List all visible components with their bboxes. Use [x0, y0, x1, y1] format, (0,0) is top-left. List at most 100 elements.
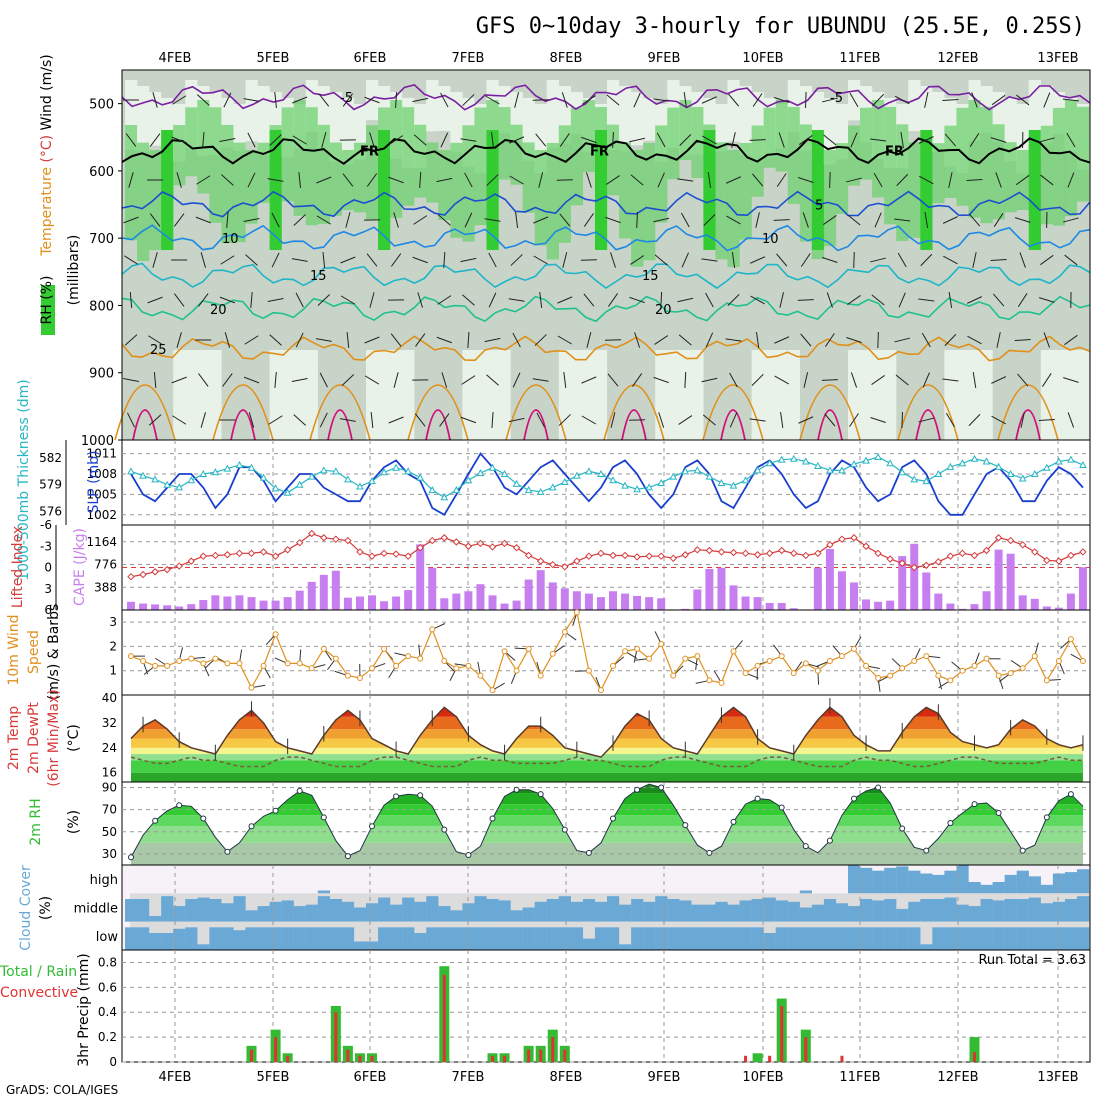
cape-bar: [235, 595, 244, 610]
wind-speed-point: [1079, 658, 1086, 664]
temp-contour: [799, 384, 861, 441]
wind-barb: [339, 418, 356, 422]
wind-barb: [972, 252, 977, 268]
wind-barb: [514, 92, 520, 108]
y-tick-label: 900: [89, 367, 114, 382]
wind-barb: [243, 376, 260, 384]
cloud-bar: [980, 927, 993, 950]
cloud-bar: [474, 896, 487, 922]
wind-speed-point: [814, 667, 821, 674]
wind-barb: [198, 293, 209, 307]
wind-barb: [872, 93, 885, 107]
wind-barb: [606, 94, 620, 106]
thickness-point: [789, 454, 798, 462]
rh-patch: [245, 80, 258, 142]
wind-barb: [562, 252, 568, 268]
cloud-bar: [607, 896, 620, 922]
rh-patch: [293, 350, 306, 440]
wind-barb: [996, 332, 1001, 348]
cloud-bar: [811, 904, 825, 922]
wind-speed-point: [501, 648, 508, 655]
contour-label: 10: [222, 232, 239, 247]
cape-bar: [850, 582, 858, 610]
rh-point: [947, 819, 954, 826]
wind-barb: [825, 333, 835, 347]
temp-bands: [131, 707, 1083, 782]
wind-barb: [678, 415, 693, 425]
wind-barb: [632, 373, 643, 387]
lifted-point: [910, 563, 918, 572]
slp-tick-label: 1008: [86, 467, 117, 481]
cloud-bar: [498, 900, 511, 922]
wind-barb: [703, 213, 716, 227]
rh-point: [995, 809, 1002, 816]
wind-barb: [196, 175, 211, 185]
top-date-label: 6FEB: [354, 51, 387, 66]
wind-barb: [1038, 137, 1055, 143]
thickness-point: [934, 469, 943, 477]
cloud-bar: [956, 904, 969, 922]
cape-bar: [934, 593, 943, 610]
cape-bar: [584, 593, 593, 610]
cloud-bar: [860, 867, 873, 894]
thickness-point: [669, 472, 678, 480]
wind-barb: [341, 374, 355, 386]
wind-barb: [610, 252, 616, 268]
wind-barb: [991, 415, 1006, 425]
cloud-bar: [848, 927, 861, 950]
wind-barb: [798, 416, 814, 424]
cloud-bar: [582, 899, 596, 922]
wind-barb: [293, 414, 306, 426]
temperature-wind-axis-label-part: Wind (m/s): [39, 54, 55, 130]
wind-barb: [509, 136, 525, 144]
wind-barb: [798, 135, 813, 145]
wind-speed-point: [947, 677, 954, 684]
wind-barb: [629, 296, 645, 304]
lifted-point: [211, 551, 220, 560]
thickness-point: [801, 457, 810, 465]
cloud-bar: [944, 870, 957, 894]
wind-barb: [369, 132, 375, 148]
wind-barb: [630, 255, 645, 265]
rh-point: [1019, 847, 1026, 854]
wind-barb: [508, 417, 525, 423]
wind-speed-point: [778, 653, 785, 660]
cape-bar: [958, 608, 967, 610]
wind-barb: [1015, 174, 1030, 186]
wind-barb: [948, 292, 953, 308]
rh-patch: [281, 350, 294, 440]
cape-bar: [705, 568, 714, 610]
thickness-point: [259, 473, 268, 481]
cloud-bar: [125, 927, 138, 950]
wind-barb: [870, 257, 886, 263]
rh-patch: [944, 350, 957, 440]
temp-contour: [121, 335, 1091, 362]
wind-barb: [967, 335, 982, 345]
cloud-cover-panel: high middle low Cloud Cover (%): [18, 864, 1091, 951]
wind-barb: [608, 293, 618, 307]
wind-barb: [653, 376, 669, 384]
wind-speed-point: [718, 679, 725, 686]
rh-point: [176, 802, 183, 809]
lifted-point: [235, 549, 244, 558]
rh-axis-label-2-part: (%): [66, 810, 82, 834]
cloud-bar: [281, 927, 294, 950]
wind-barb: [532, 99, 549, 101]
cloud-bar: [823, 899, 837, 922]
temp-axis-label-4: (°C): [66, 724, 82, 752]
temp-tick-label: 40: [102, 691, 117, 705]
rh-patch: [462, 350, 475, 440]
lifted-point: [693, 546, 702, 554]
rh-point: [561, 826, 568, 833]
cloud-bar: [631, 927, 644, 950]
rh-patch: [691, 350, 704, 440]
cape-bar: [488, 595, 497, 610]
cape-bar: [127, 601, 135, 610]
top-date-label: 11FEB: [839, 51, 880, 66]
wind-barb: [822, 257, 838, 263]
rh-point: [417, 792, 424, 799]
rh-patch: [787, 350, 800, 440]
wind-barb: [610, 412, 616, 428]
wind-barb: [1039, 297, 1055, 303]
wind-barb: [317, 294, 330, 306]
